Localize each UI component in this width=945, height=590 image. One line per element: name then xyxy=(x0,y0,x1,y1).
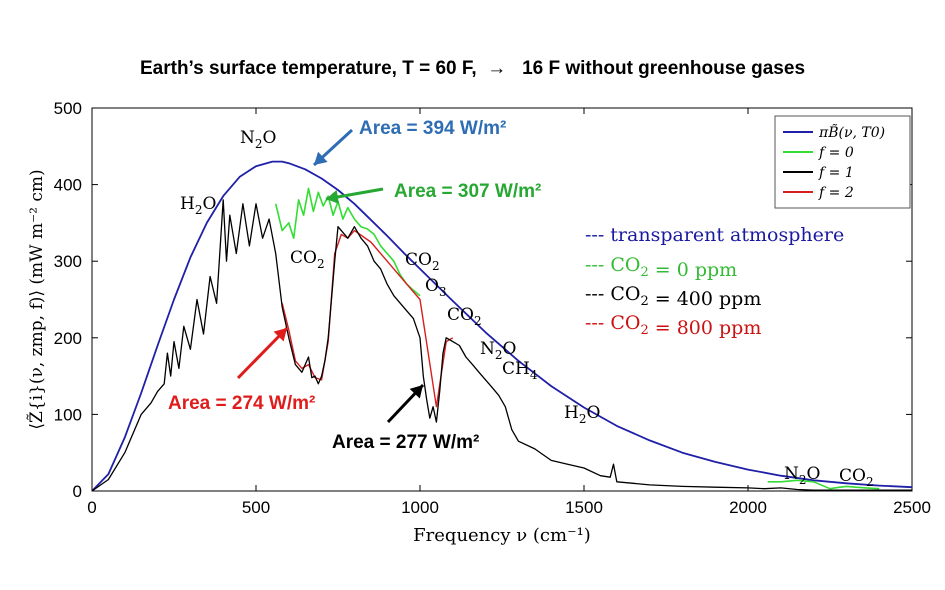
x-tick-label: 1000 xyxy=(401,498,439,517)
arrow-blue-head xyxy=(314,151,328,165)
gas-label: N2O xyxy=(480,339,516,362)
legend-label: f = 1 xyxy=(818,165,854,181)
y-axis-label: ⟨Z̃{i}(ν, zmp, f)⟩ (mW m⁻² cm) xyxy=(27,169,47,429)
arrow-black-head xyxy=(409,385,423,399)
x-tick-label: 500 xyxy=(242,498,270,517)
x-tick-label: 2500 xyxy=(893,498,931,517)
side-legend-item: --- transparent atmosphere xyxy=(585,224,844,246)
x-tick-label: 1500 xyxy=(565,498,603,517)
gas-label: H2O xyxy=(564,403,600,426)
side-legend-item: --- CO2 = 0 ppm xyxy=(585,254,737,281)
series-line-1 xyxy=(274,187,880,490)
plot-frame xyxy=(91,107,913,492)
arrow-red-head xyxy=(273,328,287,342)
gas-label: CO2 xyxy=(839,466,874,489)
arrow-green xyxy=(325,187,384,204)
series-line-3 xyxy=(281,229,454,408)
area-label-red: Area = 274 W/m² xyxy=(168,393,315,414)
side-legend-item: --- CO2 = 400 ppm xyxy=(585,283,761,310)
gas-label: CO2 xyxy=(290,248,325,271)
arrow-blue xyxy=(312,128,354,167)
area-label-green: Area = 307 W/m² xyxy=(394,181,541,202)
y-tick-label: 300 xyxy=(54,252,82,271)
arrow-red xyxy=(236,326,289,380)
x-axis-label: Frequency ν (cm⁻¹) xyxy=(413,525,591,546)
gas-label: N2O xyxy=(240,128,276,151)
series-line-0 xyxy=(91,160,913,492)
legend-label: πB̃(ν, T0) xyxy=(818,123,885,141)
area-label-black: Area = 277 W/m² xyxy=(332,432,479,453)
gas-label: H2O xyxy=(180,194,216,217)
y-tick-label: 200 xyxy=(54,329,82,348)
y-tick-label: 500 xyxy=(54,99,82,118)
x-tick-label: 2000 xyxy=(729,498,767,517)
y-tick-label: 400 xyxy=(54,176,82,195)
headline: Earth’s surface temperature, T = 60 F, →… xyxy=(139,58,806,79)
y-tick-label: 0 xyxy=(73,482,82,501)
y-tick-label: 100 xyxy=(54,405,82,424)
gas-label: CO2 xyxy=(405,250,440,273)
gas-label: O3 xyxy=(425,276,447,299)
gas-label: N2O xyxy=(784,464,820,487)
side-legend-item: --- CO2 = 800 ppm xyxy=(585,312,761,339)
gas-label: CH4 xyxy=(502,359,538,382)
gas-label: CO2 xyxy=(447,305,482,328)
x-tick-label: 0 xyxy=(87,498,96,517)
arrow-black xyxy=(386,383,425,424)
area-label-blue: Area = 394 W/m² xyxy=(359,118,506,139)
legend-label: f = 2 xyxy=(818,185,854,201)
legend-label: f = 0 xyxy=(818,145,854,161)
arrow-green-head xyxy=(326,190,340,204)
series-line-2 xyxy=(91,199,912,492)
